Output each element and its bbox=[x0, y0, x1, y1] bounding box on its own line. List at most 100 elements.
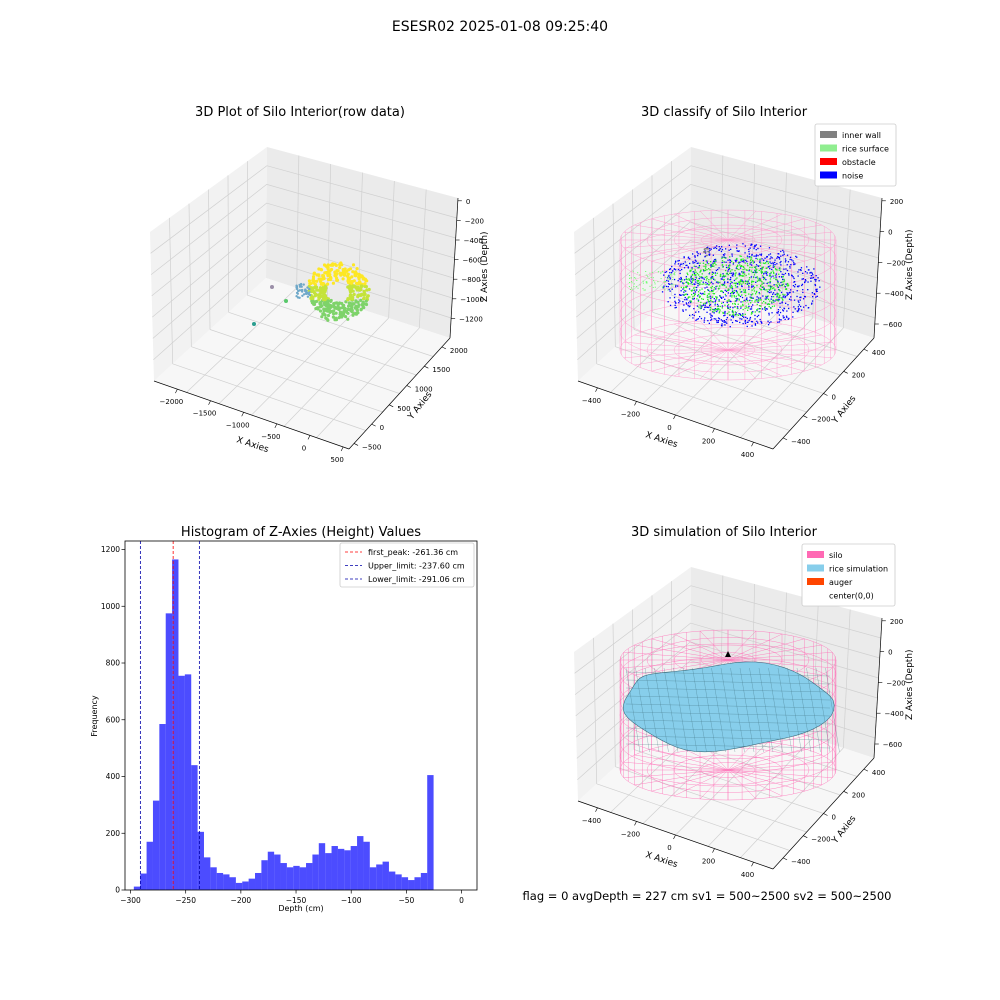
rice-surface-point bbox=[715, 296, 717, 298]
silo-cap-ring bbox=[646, 747, 810, 793]
histogram-bar bbox=[286, 867, 294, 890]
histogram-bars bbox=[133, 559, 434, 890]
noise-point bbox=[710, 314, 712, 316]
grid-line bbox=[169, 217, 174, 364]
histogram-bar bbox=[363, 841, 370, 890]
rice-surface-point bbox=[732, 291, 734, 293]
noise-point bbox=[811, 302, 813, 304]
data-point bbox=[345, 310, 349, 314]
grid-line bbox=[574, 585, 881, 674]
rice-surface-point bbox=[758, 298, 760, 300]
rice-surface-point bbox=[712, 265, 714, 267]
noise-point bbox=[787, 318, 789, 320]
noise-point bbox=[736, 286, 739, 288]
noise-point bbox=[782, 317, 785, 319]
data-point bbox=[318, 305, 322, 309]
rice-surface-point bbox=[691, 293, 693, 296]
silo-cap-ring bbox=[700, 762, 756, 778]
rice-surface-point bbox=[746, 257, 749, 259]
data-point bbox=[295, 284, 298, 287]
rice-surface-point bbox=[683, 294, 685, 296]
noise-point bbox=[683, 304, 685, 306]
panel-classify-3d: 3D classify of Silo Interior −400−200020… bbox=[574, 105, 915, 459]
rice-surface-point bbox=[736, 307, 738, 310]
data-point bbox=[306, 295, 310, 298]
surface-mesh bbox=[673, 667, 688, 753]
rice-surface-point bbox=[692, 279, 694, 281]
noise-point bbox=[703, 319, 705, 321]
noise-point bbox=[729, 259, 731, 261]
rice-surface-point bbox=[698, 267, 700, 269]
data-point bbox=[301, 294, 304, 297]
noise-point bbox=[693, 272, 696, 274]
noise-point bbox=[797, 275, 799, 277]
inner-wall-point bbox=[705, 251, 707, 253]
noise-point bbox=[790, 296, 792, 298]
rice-surface-point bbox=[662, 287, 664, 289]
noise-point bbox=[793, 263, 795, 266]
noise-point bbox=[770, 276, 772, 278]
rice-surface-point bbox=[714, 309, 716, 311]
noise-point bbox=[801, 284, 803, 287]
noise-point bbox=[818, 280, 820, 282]
rice-surface-point bbox=[714, 261, 716, 263]
rice-surface-point bbox=[745, 305, 747, 307]
noise-point bbox=[740, 301, 742, 303]
rice-surface-point bbox=[744, 282, 747, 285]
noise-point bbox=[697, 285, 699, 287]
noise-point bbox=[765, 279, 767, 281]
rice-surface-point bbox=[645, 274, 647, 276]
axes-pane-floor bbox=[154, 278, 450, 449]
data-point bbox=[328, 273, 332, 277]
rice-surface-point bbox=[728, 266, 730, 269]
rice-surface-point bbox=[742, 301, 744, 303]
noise-point bbox=[737, 250, 739, 252]
noise-point bbox=[728, 244, 730, 246]
y-tick bbox=[371, 423, 376, 427]
rice-surface-point bbox=[740, 258, 742, 260]
noise-point bbox=[766, 282, 768, 285]
silo-cap-ring bbox=[673, 224, 783, 256]
histogram-bar bbox=[344, 850, 351, 890]
rice-surface-point bbox=[740, 305, 742, 307]
rice-surface-point bbox=[637, 287, 639, 289]
noise-point bbox=[726, 281, 729, 283]
noise-point bbox=[811, 272, 813, 274]
rice-surface-point bbox=[775, 269, 777, 271]
z-tick-label: −400 bbox=[885, 290, 904, 298]
rice-surface-point bbox=[719, 295, 721, 297]
noise-point bbox=[788, 317, 790, 320]
rice-surface-point bbox=[771, 286, 773, 288]
rice-surface-point bbox=[761, 302, 763, 304]
noise-point bbox=[781, 302, 783, 304]
noise-point bbox=[793, 299, 796, 301]
noise-point bbox=[780, 260, 782, 263]
surface-mesh bbox=[777, 667, 793, 753]
legend-label: noise bbox=[842, 172, 863, 181]
rice-surface-point bbox=[732, 303, 734, 305]
rice-surface-point bbox=[711, 273, 713, 276]
grid-line bbox=[574, 604, 880, 695]
data-point bbox=[311, 275, 316, 279]
rice-surface-point bbox=[701, 288, 703, 290]
noise-point bbox=[683, 267, 686, 269]
noise-point bbox=[715, 247, 718, 250]
data-point bbox=[317, 297, 321, 301]
noise-point bbox=[810, 271, 812, 274]
noise-point bbox=[714, 300, 716, 303]
data-point bbox=[356, 295, 360, 299]
noise-point bbox=[715, 269, 717, 272]
noise-point bbox=[723, 282, 726, 284]
noise-point bbox=[712, 260, 715, 263]
noise-point bbox=[677, 263, 680, 265]
rice-surface-point bbox=[670, 274, 672, 276]
noise-point bbox=[713, 318, 715, 320]
rice-surface-point bbox=[689, 270, 691, 273]
noise-point bbox=[777, 312, 779, 314]
noise-point bbox=[720, 324, 723, 327]
noise-point bbox=[697, 253, 699, 255]
noise-point bbox=[736, 250, 738, 252]
noise-point bbox=[757, 301, 759, 303]
rice-surface-point bbox=[747, 282, 749, 284]
grid-line bbox=[150, 184, 456, 275]
